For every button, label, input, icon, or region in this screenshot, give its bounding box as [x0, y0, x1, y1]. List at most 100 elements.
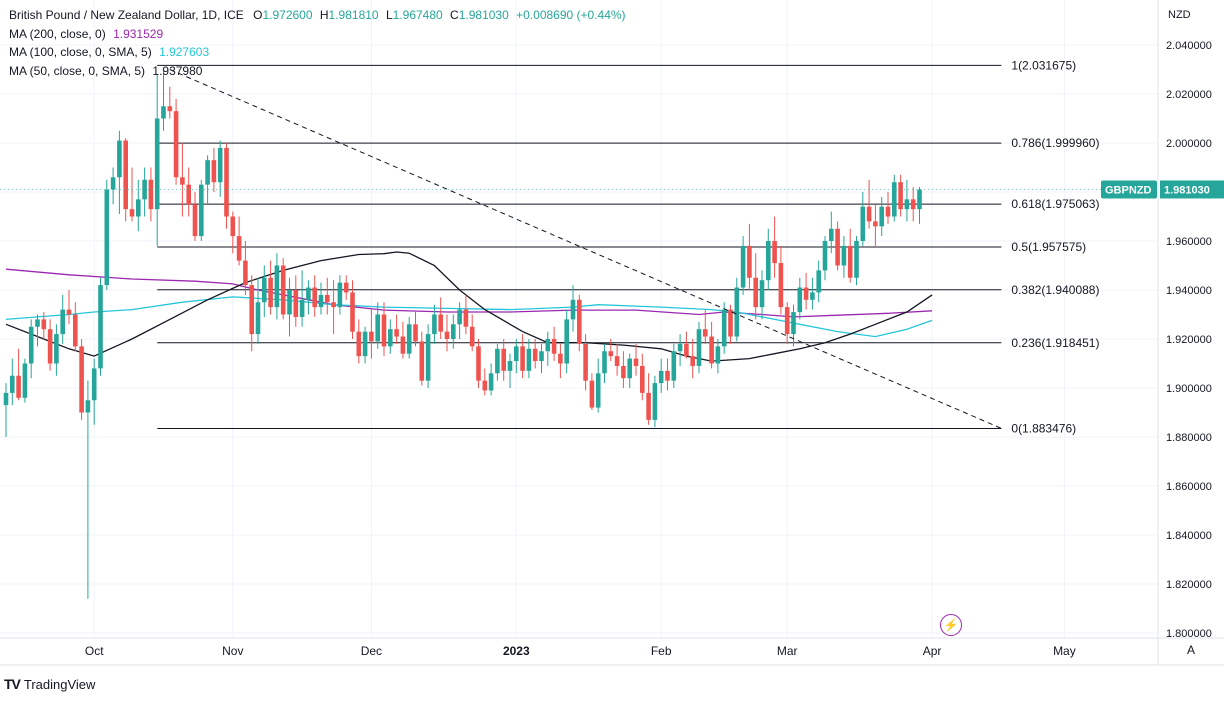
price-tick-label: 1.860000	[1166, 481, 1212, 493]
candle	[268, 260, 273, 315]
candle	[759, 270, 765, 320]
tradingview-logo-icon: TV	[4, 676, 21, 692]
candle-body	[847, 245, 853, 278]
candle	[255, 277, 261, 344]
candle-body	[110, 177, 116, 190]
candle	[860, 192, 866, 246]
candle-body	[73, 314, 78, 347]
candle-body	[558, 353, 563, 364]
candle-body	[262, 277, 267, 303]
candle-body	[753, 277, 758, 308]
candle	[747, 223, 752, 290]
candle	[91, 358, 97, 425]
candle-body	[640, 365, 645, 393]
time-tick-label: Nov	[222, 644, 243, 658]
candle-body	[66, 309, 72, 315]
price-tick-label: 1.800000	[1166, 628, 1212, 640]
candle	[343, 275, 349, 300]
legend-ma100-row[interactable]: MA (100, close, 0, SMA, 5) 1.927603	[9, 43, 626, 62]
candle	[784, 302, 790, 344]
candle	[375, 302, 380, 349]
flash-icon[interactable]: ⚡	[940, 614, 962, 636]
candle-body	[280, 265, 286, 315]
candle-body	[665, 370, 670, 381]
candle-body	[192, 204, 198, 237]
legend-ma200-row[interactable]: MA (200, close, 0) 1.931529	[9, 25, 626, 44]
candle	[211, 147, 217, 192]
candle	[47, 319, 53, 371]
candle	[224, 143, 229, 229]
candle-body	[728, 309, 733, 337]
candle	[577, 294, 582, 352]
candle	[854, 236, 859, 286]
ma-line	[5, 296, 933, 338]
candle-body	[892, 182, 897, 217]
candle-body	[589, 380, 595, 408]
candle-body	[677, 343, 683, 352]
candle-body	[866, 206, 872, 222]
currency-label: NZD	[1168, 9, 1191, 21]
candle-body	[98, 285, 103, 369]
candle-body	[841, 245, 847, 266]
candle	[898, 174, 903, 217]
candle	[337, 275, 343, 315]
candle-body	[451, 324, 456, 339]
candle-body	[375, 314, 380, 342]
candle	[350, 280, 355, 339]
candle-body	[167, 106, 173, 112]
candle-body	[797, 287, 803, 313]
candle	[299, 270, 305, 327]
candle-body	[545, 339, 551, 352]
candle	[123, 138, 128, 222]
candle	[60, 294, 65, 344]
candle	[167, 86, 173, 119]
candle-body	[690, 356, 695, 366]
candle-body	[356, 331, 362, 357]
candle-body	[35, 319, 40, 327]
candle-body	[810, 292, 815, 300]
candle	[394, 314, 399, 344]
candle	[665, 358, 670, 391]
candle	[318, 282, 324, 315]
candle	[406, 316, 412, 359]
candle-body	[583, 343, 588, 381]
price-tag-text: 1.981030	[1164, 184, 1210, 196]
candle	[829, 211, 834, 254]
tradingview-brand[interactable]: TV TradingView	[4, 674, 95, 694]
ohlc-close-label: C	[450, 8, 459, 22]
candle-body	[822, 241, 828, 271]
candle	[646, 373, 651, 425]
candle	[66, 290, 72, 325]
candle-body	[526, 348, 532, 371]
candle-body	[854, 241, 859, 278]
candle-body	[621, 365, 626, 379]
candle	[22, 358, 28, 403]
legend-ma50-row[interactable]: MA (50, close, 0, SMA, 5) 1.937980	[9, 62, 626, 81]
candle-body	[646, 392, 651, 420]
candle-body	[476, 346, 481, 381]
candle-body	[860, 206, 866, 241]
candle	[425, 324, 431, 388]
candle	[583, 334, 588, 391]
ohlc-open-value: 1.972600	[262, 8, 313, 22]
candle	[885, 192, 891, 224]
candle	[432, 304, 437, 344]
candle-body	[778, 263, 784, 308]
candle-body	[236, 236, 242, 261]
ma200-label: MA (200, close, 0)	[9, 26, 106, 41]
candle	[161, 69, 166, 131]
candle-body	[299, 299, 305, 317]
candle-body	[835, 228, 840, 266]
ma50-value: 1.937980	[152, 63, 203, 78]
candle	[388, 319, 393, 354]
fib-level-label: 0(1.883476)	[1011, 421, 1076, 435]
candle	[847, 228, 853, 283]
candle	[917, 187, 922, 224]
candle	[892, 174, 897, 222]
auto-scale-button[interactable]: A	[1186, 643, 1195, 657]
candle	[589, 373, 595, 411]
price-tick-label: 1.900000	[1166, 383, 1212, 395]
